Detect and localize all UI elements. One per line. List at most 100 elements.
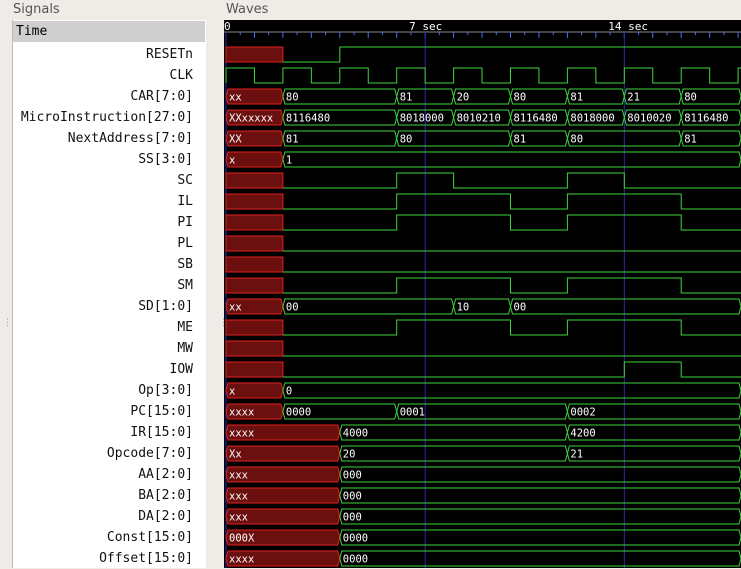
bit-undefined bbox=[226, 215, 283, 230]
signal-name[interactable]: Opcode[7:0] bbox=[13, 443, 193, 464]
bus-segment bbox=[567, 446, 741, 461]
signal-name[interactable]: PC[15:0] bbox=[13, 401, 193, 422]
bus-value: 81 bbox=[570, 92, 583, 104]
bus-segment bbox=[283, 89, 397, 104]
bus-value: 00 bbox=[286, 302, 299, 314]
bus-value: 21 bbox=[570, 449, 583, 461]
signal-name[interactable]: CAR[7:0] bbox=[13, 86, 193, 107]
bus-value: 81 bbox=[400, 92, 413, 104]
signal-name[interactable]: SD[1:0] bbox=[13, 296, 193, 317]
bus-value: 000 bbox=[343, 491, 362, 503]
bus-value: XXxxxxx bbox=[229, 113, 273, 125]
bit-waveform bbox=[283, 173, 741, 188]
bus-value: 8116480 bbox=[514, 113, 558, 125]
bus-value: 1 bbox=[286, 155, 292, 167]
left-grip-icon[interactable]: ⋮ bbox=[3, 318, 12, 328]
time-column-header[interactable]: Time bbox=[13, 21, 205, 42]
bit-undefined bbox=[226, 341, 283, 356]
signal-name[interactable]: IOW bbox=[13, 359, 193, 380]
bus-value: 0000 bbox=[343, 533, 368, 545]
bus-value: 00 bbox=[514, 302, 527, 314]
bus-value: 80 bbox=[684, 92, 697, 104]
bus-value: 8018000 bbox=[570, 113, 614, 125]
bus-segment bbox=[283, 383, 741, 398]
signal-name[interactable]: Const[15:0] bbox=[13, 527, 193, 548]
bit-undefined bbox=[226, 320, 283, 335]
bus-segment bbox=[340, 488, 741, 503]
time-label: 14 sec bbox=[608, 20, 648, 33]
bus-value: 10 bbox=[457, 302, 470, 314]
bus-segment bbox=[226, 446, 340, 461]
bus-value: 0000 bbox=[343, 554, 368, 566]
signal-name[interactable]: BA[2:0] bbox=[13, 485, 193, 506]
bit-waveform bbox=[283, 320, 741, 335]
bus-value: 000X bbox=[229, 533, 255, 545]
signal-name[interactable]: AA[2:0] bbox=[13, 464, 193, 485]
signal-name[interactable]: SS[3:0] bbox=[13, 149, 193, 170]
bus-segment bbox=[511, 299, 741, 314]
bus-segment bbox=[340, 551, 741, 566]
signal-name[interactable]: MW bbox=[13, 338, 193, 359]
bus-value: 80 bbox=[570, 134, 583, 146]
bus-value: 8116480 bbox=[684, 113, 728, 125]
bit-waveform bbox=[283, 47, 741, 62]
signal-name[interactable]: Op[3:0] bbox=[13, 380, 193, 401]
bus-value: Xx bbox=[229, 449, 242, 461]
bus-value: XX bbox=[229, 134, 242, 146]
bit-undefined bbox=[226, 278, 283, 293]
signal-name[interactable]: SC bbox=[13, 170, 193, 191]
bus-segment bbox=[340, 509, 741, 524]
signal-name[interactable]: RESETn bbox=[13, 44, 193, 65]
bus-value: xxx bbox=[229, 512, 248, 524]
bus-value: 0002 bbox=[570, 407, 595, 419]
waves-pane-title: Waves bbox=[226, 2, 268, 17]
bit-undefined bbox=[226, 257, 283, 272]
bit-waveform bbox=[283, 215, 741, 230]
bit-undefined bbox=[226, 173, 283, 188]
bus-value: xxxx bbox=[229, 554, 254, 566]
signal-name[interactable]: ME bbox=[13, 317, 193, 338]
bus-value: 21 bbox=[627, 92, 640, 104]
signal-name[interactable]: CLK bbox=[13, 65, 193, 86]
pane-splitter[interactable] bbox=[206, 20, 220, 568]
signal-name[interactable]: PL bbox=[13, 233, 193, 254]
bus-value: xx bbox=[229, 302, 242, 314]
bus-value: xxxx bbox=[229, 428, 254, 440]
signal-name[interactable]: SM bbox=[13, 275, 193, 296]
bit-waveform bbox=[283, 362, 741, 377]
bus-segment bbox=[397, 131, 511, 146]
bus-value: x bbox=[229, 386, 235, 398]
bus-value: 81 bbox=[514, 134, 527, 146]
bus-value: 0001 bbox=[400, 407, 425, 419]
bus-value: x bbox=[229, 155, 235, 167]
bus-value: 8018000 bbox=[400, 113, 444, 125]
bus-value: 20 bbox=[343, 449, 356, 461]
signal-name[interactable]: IL bbox=[13, 191, 193, 212]
signal-name[interactable]: NextAddress[7:0] bbox=[13, 128, 193, 149]
bus-value: 000 bbox=[343, 512, 362, 524]
signal-name[interactable]: MicroInstruction[27:0] bbox=[13, 107, 193, 128]
bus-value: 0000 bbox=[286, 407, 311, 419]
signal-name[interactable]: IR[15:0] bbox=[13, 422, 193, 443]
signal-name[interactable]: DA[2:0] bbox=[13, 506, 193, 527]
signal-name[interactable]: Offset[15:0] bbox=[13, 548, 193, 569]
bus-segment bbox=[283, 152, 741, 167]
bus-value: 000 bbox=[343, 470, 362, 482]
time-label: 7 sec bbox=[409, 20, 442, 33]
bus-value: xx bbox=[229, 92, 242, 104]
bit-undefined bbox=[226, 362, 283, 377]
signal-name[interactable]: SB bbox=[13, 254, 193, 275]
bus-segment bbox=[340, 467, 741, 482]
bit-undefined bbox=[226, 194, 283, 209]
bus-value: 80 bbox=[400, 134, 413, 146]
bus-value: 80 bbox=[286, 92, 299, 104]
signal-name[interactable]: PI bbox=[13, 212, 193, 233]
bit-waveform bbox=[283, 278, 741, 293]
bit-undefined bbox=[226, 236, 283, 251]
bus-value: xxxx bbox=[229, 407, 254, 419]
bus-value: 8010020 bbox=[627, 113, 671, 125]
time-label: 0 bbox=[224, 20, 231, 33]
